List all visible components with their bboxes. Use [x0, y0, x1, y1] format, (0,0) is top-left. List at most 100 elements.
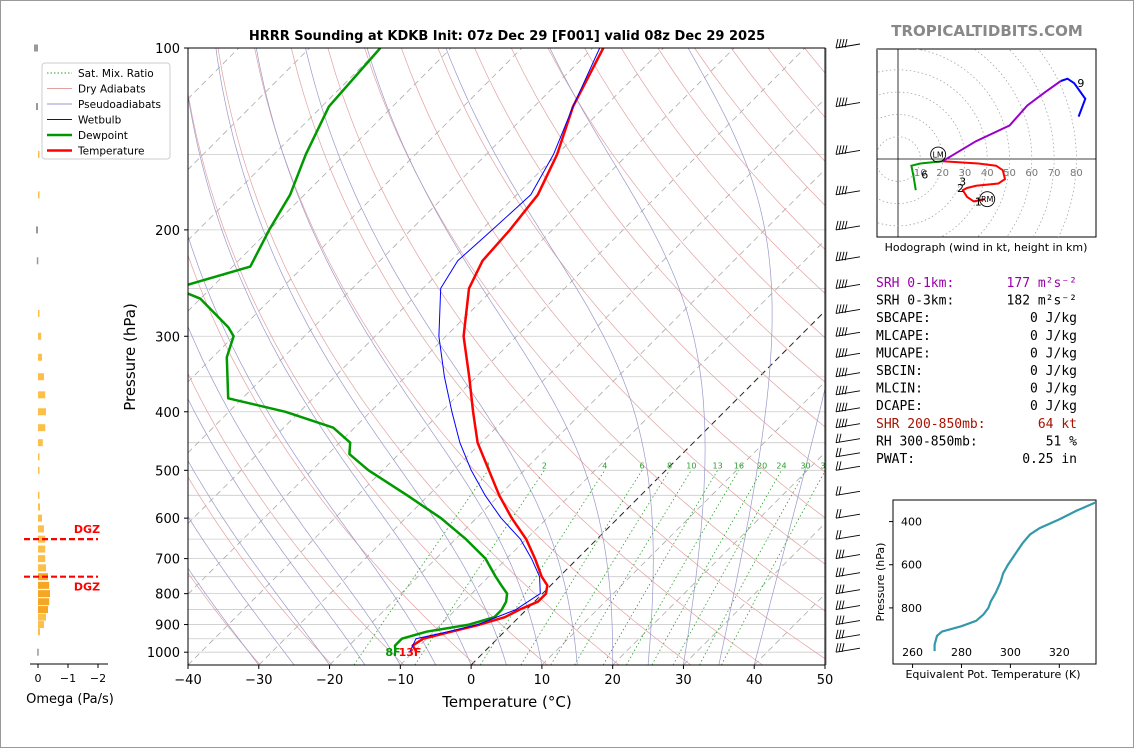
hodograph-segment — [942, 80, 1062, 163]
thetae-x-tick-label: 280 — [951, 646, 972, 659]
barb-feather — [835, 600, 839, 610]
dry-adiabat — [474, 48, 825, 473]
omega-bar — [38, 581, 50, 589]
dry-adiabat — [188, 372, 405, 665]
index-label: RH 300-850mb: — [876, 434, 978, 449]
barb-shaft — [835, 438, 861, 444]
omega-bar — [38, 439, 43, 447]
barb-feather — [838, 461, 842, 471]
wind-barb — [835, 402, 861, 413]
omega-bar — [38, 150, 40, 158]
dry-adiabat — [188, 572, 261, 665]
barb-feather — [835, 530, 839, 540]
series-dewpoint-line — [188, 48, 509, 653]
barb-feather — [844, 304, 848, 314]
wind-barb — [835, 447, 861, 458]
thetae-line — [933, 501, 1096, 652]
hodograph-ring-label: 30 — [959, 168, 972, 179]
barb-feather — [838, 629, 842, 639]
watermark: TROPICALTIDBITS.COM — [891, 22, 1083, 40]
hodograph-ring-label: 10 — [914, 168, 927, 179]
y-tick-label: 500 — [155, 464, 180, 479]
sounding-indices: SRH 0-1km: 177 m²s⁻² SRH 0-3km: 182 m²s⁻² SB… — [876, 276, 1077, 467]
hodograph-segment — [1060, 77, 1087, 117]
index-label: SBCIN: — [876, 364, 923, 379]
x-tick-label: −30 — [245, 673, 272, 688]
barb-feather — [835, 615, 839, 625]
omega-bar — [38, 332, 42, 340]
dry-adiabat — [510, 48, 825, 428]
barb-feather — [838, 385, 842, 395]
omega-xlabel: Omega (Pa/s) — [26, 692, 114, 707]
x-tick-label: 30 — [675, 673, 692, 688]
wind-barb — [835, 549, 861, 560]
index-label: DCAPE: — [876, 399, 923, 414]
storm-motion-marker — [930, 146, 947, 163]
legend-label: Temperature — [77, 146, 145, 158]
hodograph-ring-label: 50 — [1003, 168, 1016, 179]
barb-feather — [838, 567, 842, 577]
wind-barb — [835, 584, 861, 595]
barb-feather — [838, 251, 842, 261]
legend-label: Dry Adiabats — [78, 84, 146, 96]
hodograph-ring-label: 70 — [1048, 168, 1061, 179]
moist-adiabat — [366, 48, 614, 665]
barb-feather — [835, 185, 839, 195]
index-value: 64 kt — [1038, 417, 1077, 432]
omega-bar — [38, 525, 44, 533]
barb-feather — [844, 145, 848, 155]
mixing-ratio-label: 30 — [800, 461, 810, 470]
mixing-ratio-line — [479, 470, 606, 665]
wind-barb — [835, 509, 861, 519]
barb-feather — [838, 433, 842, 443]
index-value: 0 J/kg — [1030, 399, 1077, 414]
barb-feather — [841, 643, 845, 652]
barb-shaft — [835, 452, 861, 458]
barb-shaft — [835, 407, 861, 413]
barb-feather — [838, 38, 842, 48]
omega-panel: 0 −1 −2 DGZ DGZ — [24, 44, 108, 685]
wind-barb — [835, 251, 861, 262]
barb-feather — [835, 367, 839, 377]
barb-feather — [841, 385, 845, 395]
wind-barb — [835, 461, 861, 471]
y-tick-label: 800 — [155, 588, 180, 603]
omega-bar — [36, 103, 38, 111]
moist-adiabat — [188, 460, 330, 665]
wind-barb — [835, 385, 861, 396]
thetae-y-tick-label: 600 — [901, 559, 922, 572]
barb-feather — [844, 251, 848, 261]
wind-barb — [835, 348, 861, 358]
barb-feather — [841, 348, 845, 358]
barb-feather — [838, 327, 842, 337]
wind-barb — [835, 486, 861, 496]
barb-shaft — [835, 490, 861, 496]
moist-adiabat — [753, 386, 825, 665]
barb-shaft — [835, 620, 861, 625]
mixing-ratio-label: 13 — [713, 461, 723, 470]
mixing-ratio-label: 8 — [667, 461, 672, 470]
barb-feather — [841, 279, 845, 289]
omega-bar — [38, 391, 46, 399]
mixing-ratio-label: 36 — [820, 461, 830, 470]
index-label: MUCAPE: — [876, 346, 931, 361]
hodograph-ring — [877, 49, 1010, 237]
moist-adiabat — [188, 93, 472, 665]
legend-box — [41, 62, 171, 160]
omega-bar — [38, 598, 50, 606]
barb-feather — [841, 584, 845, 594]
index-label: SRH 0-3km: — [876, 294, 954, 309]
barb-feather — [841, 367, 845, 377]
barb-feather — [844, 185, 848, 195]
mixing-ratio-line — [574, 470, 692, 665]
barb-feather — [841, 567, 845, 577]
hodograph-ring-label: 60 — [1025, 168, 1038, 179]
legend-label: Wetbulb — [78, 115, 122, 127]
barb-feather — [838, 185, 842, 195]
barb-shaft — [835, 331, 861, 337]
barb-feather — [835, 348, 839, 358]
thetae-x-tick-label: 300 — [1000, 646, 1021, 659]
surface-dewpoint-label: 8F — [385, 646, 400, 659]
thetae-frame — [892, 499, 1097, 665]
barb-feather — [844, 385, 848, 395]
